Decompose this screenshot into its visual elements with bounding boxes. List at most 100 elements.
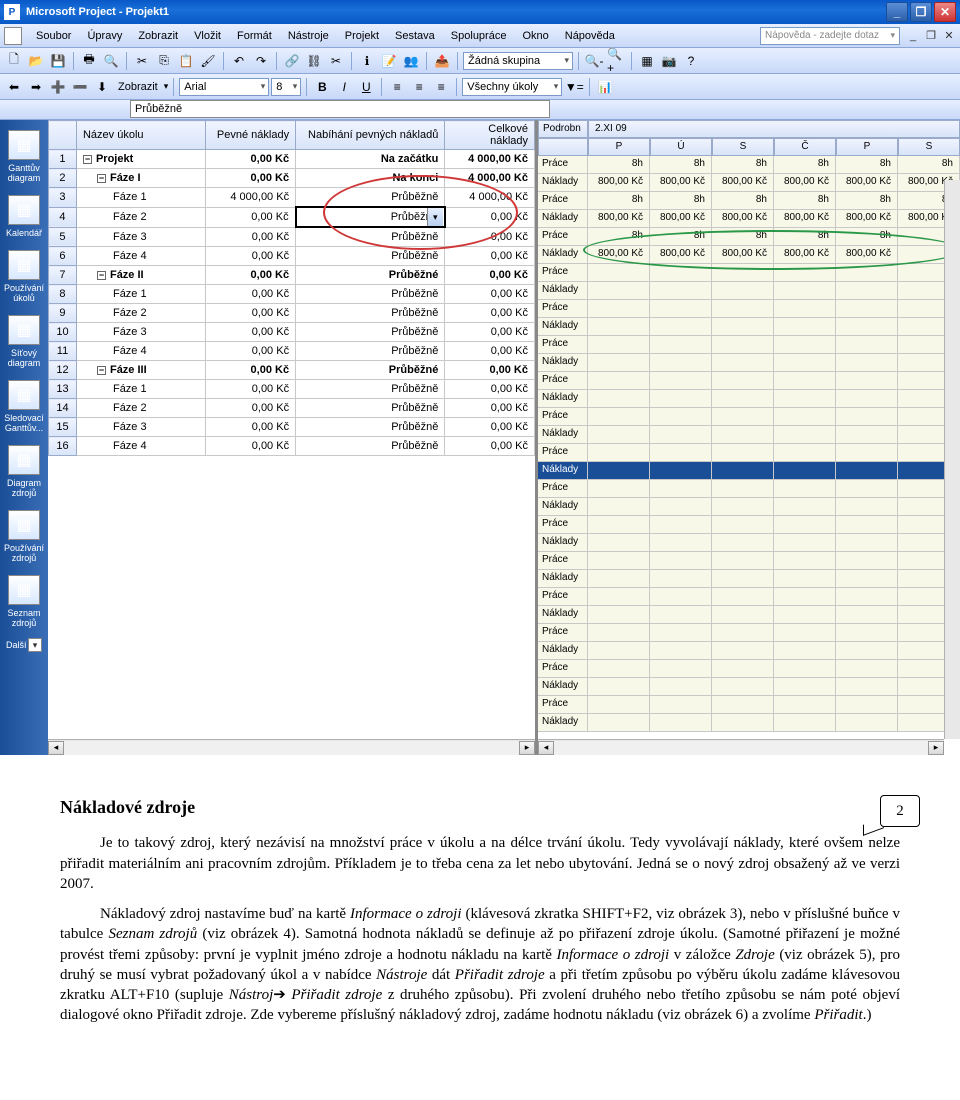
format-painter-icon[interactable]: 🖌 xyxy=(198,51,218,71)
viewbar-item-0[interactable]: ▦Ganttůvdiagram xyxy=(0,124,48,189)
hscroll-right[interactable]: ◂▸ xyxy=(538,739,944,755)
usage-row[interactable]: Práce xyxy=(538,624,960,642)
save-icon[interactable]: 💾 xyxy=(48,51,68,71)
italic-icon[interactable]: I xyxy=(334,77,354,97)
split-icon[interactable]: ✂ xyxy=(326,51,346,71)
usage-row[interactable]: Práce xyxy=(538,444,960,462)
menu-soubor[interactable]: Soubor xyxy=(28,27,79,45)
doc-restore-button[interactable]: ❐ xyxy=(924,29,938,43)
usage-row[interactable]: Práce xyxy=(538,264,960,282)
usage-row[interactable]: Náklady xyxy=(538,282,960,300)
maximize-button[interactable]: ❐ xyxy=(910,2,932,22)
task-row[interactable]: 15Fáze 30,00 KčPrůběžně0,00 Kč xyxy=(49,418,535,437)
usage-row[interactable]: Práce xyxy=(538,300,960,318)
usage-row[interactable]: Náklady xyxy=(538,714,960,732)
hscroll-left[interactable]: ◂▸ xyxy=(48,739,535,755)
wbs-icon[interactable]: 📊 xyxy=(595,77,615,97)
usage-row[interactable]: Náklady xyxy=(538,534,960,552)
usage-row[interactable]: Práce8h8h8h8h8h8h xyxy=(538,192,960,210)
task-row[interactable]: 7−Fáze II0,00 KčPrůběžné0,00 Kč xyxy=(49,266,535,285)
menu-zobrazit[interactable]: Zobrazit xyxy=(130,27,186,45)
show-sub-icon[interactable]: ➕ xyxy=(48,77,68,97)
group-combo[interactable]: Žádná skupina xyxy=(463,52,573,70)
task-row[interactable]: 4Fáze 20,00 KčPrůběžně▾0,00 Kč xyxy=(49,207,535,227)
goto-icon[interactable]: ▦ xyxy=(637,51,657,71)
menu-okno[interactable]: Okno xyxy=(514,27,556,45)
print-icon[interactable]: 🖶 xyxy=(79,51,99,71)
task-row[interactable]: 8Fáze 10,00 KčPrůběžně0,00 Kč xyxy=(49,285,535,304)
outdent-icon[interactable]: ⬅ xyxy=(4,77,24,97)
usage-row[interactable]: Práce xyxy=(538,696,960,714)
task-col-header[interactable]: Celkové náklady xyxy=(445,121,535,150)
menu-nástroje[interactable]: Nástroje xyxy=(280,27,337,45)
viewbar-item-4[interactable]: ▦Sledovací Ganttův... xyxy=(0,374,48,439)
help-search[interactable]: Nápověda - zadejte dotaz ▾ xyxy=(760,27,900,45)
menu-formát[interactable]: Formát xyxy=(229,27,280,45)
usage-row[interactable]: Práce xyxy=(538,588,960,606)
cell-editor[interactable]: Průběžně xyxy=(130,100,550,118)
menu-sestava[interactable]: Sestava xyxy=(387,27,443,45)
usage-row[interactable]: Náklady xyxy=(538,642,960,660)
new-icon[interactable]: 🗋 xyxy=(4,51,24,71)
usage-row[interactable]: Náklady xyxy=(538,570,960,588)
hide-assign-icon[interactable]: ⬇ xyxy=(92,77,112,97)
task-row[interactable]: 1−Projekt0,00 KčNa začátku4 000,00 Kč xyxy=(49,150,535,169)
link-icon[interactable]: 🔗 xyxy=(282,51,302,71)
task-row[interactable]: 2−Fáze I0,00 KčNa konci4 000,00 Kč xyxy=(49,169,535,188)
usage-row[interactable]: Práce xyxy=(538,336,960,354)
preview-icon[interactable]: 🔍 xyxy=(101,51,121,71)
autofilter-icon[interactable]: ▼= xyxy=(564,77,584,97)
task-row[interactable]: 13Fáze 10,00 KčPrůběžně0,00 Kč xyxy=(49,380,535,399)
task-row[interactable]: 10Fáze 30,00 KčPrůběžně0,00 Kč xyxy=(49,323,535,342)
task-row[interactable]: 14Fáze 20,00 KčPrůběžně0,00 Kč xyxy=(49,399,535,418)
help-icon[interactable]: ? xyxy=(681,51,701,71)
usage-row[interactable]: Náklady800,00 Kč800,00 Kč800,00 Kč800,00… xyxy=(538,174,960,192)
usage-row[interactable]: Práce xyxy=(538,660,960,678)
usage-row[interactable]: Práce8h8h8h8h8h xyxy=(538,228,960,246)
viewbar-item-2[interactable]: ▦Používání úkolů xyxy=(0,244,48,309)
close-button[interactable]: ✕ xyxy=(934,2,956,22)
usage-row[interactable]: Práce xyxy=(538,408,960,426)
usage-row[interactable]: Práce xyxy=(538,552,960,570)
vscroll-right[interactable] xyxy=(944,180,960,739)
task-row[interactable]: 11Fáze 40,00 KčPrůběžně0,00 Kč xyxy=(49,342,535,361)
align-center-icon[interactable]: ≡ xyxy=(409,77,429,97)
info-icon[interactable]: ℹ xyxy=(357,51,377,71)
align-right-icon[interactable]: ≡ xyxy=(431,77,451,97)
align-left-icon[interactable]: ≡ xyxy=(387,77,407,97)
note-icon[interactable]: 📝 xyxy=(379,51,399,71)
underline-icon[interactable]: U xyxy=(356,77,376,97)
usage-row[interactable]: Práce xyxy=(538,480,960,498)
task-row[interactable]: 16Fáze 40,00 KčPrůběžně0,00 Kč xyxy=(49,437,535,456)
menu-projekt[interactable]: Projekt xyxy=(337,27,387,45)
indent-icon[interactable]: ➡ xyxy=(26,77,46,97)
usage-row[interactable]: Náklady xyxy=(538,498,960,516)
redo-icon[interactable]: ↷ xyxy=(251,51,271,71)
open-icon[interactable]: 📂 xyxy=(26,51,46,71)
viewbar-item-3[interactable]: ▦Síťový diagram xyxy=(0,309,48,374)
unlink-icon[interactable]: ⛓ xyxy=(304,51,324,71)
task-col-header[interactable]: Pevné náklady xyxy=(206,121,296,150)
copy-icon[interactable]: ⎘ xyxy=(154,51,174,71)
viewbar-item-1[interactable]: ▦Kalendář xyxy=(0,189,48,244)
task-row[interactable]: 3Fáze 14 000,00 KčPrůběžně4 000,00 Kč xyxy=(49,188,535,208)
hide-sub-icon[interactable]: ➖ xyxy=(70,77,90,97)
assign-icon[interactable]: 👥 xyxy=(401,51,421,71)
usage-row[interactable]: Náklady xyxy=(538,462,960,480)
task-row[interactable]: 6Fáze 40,00 KčPrůběžně0,00 Kč xyxy=(49,247,535,266)
copy-pic-icon[interactable]: 📷 xyxy=(659,51,679,71)
zoom-out-icon[interactable]: 🔍- xyxy=(584,51,604,71)
task-row[interactable]: 9Fáze 20,00 KčPrůběžně0,00 Kč xyxy=(49,304,535,323)
usage-row[interactable]: Náklady xyxy=(538,426,960,444)
task-col-header[interactable]: Název úkolu xyxy=(76,121,205,150)
task-row[interactable]: 12−Fáze III0,00 KčPrůběžné0,00 Kč xyxy=(49,361,535,380)
task-row[interactable]: 5Fáze 30,00 KčPrůběžně0,00 Kč xyxy=(49,227,535,247)
filter-combo[interactable]: Všechny úkoly xyxy=(462,78,562,96)
viewbar-item-6[interactable]: ▦Používání zdrojů xyxy=(0,504,48,569)
menu-nápověda[interactable]: Nápověda xyxy=(557,27,623,45)
doc-min-button[interactable]: _ xyxy=(906,29,920,43)
usage-row[interactable]: Náklady xyxy=(538,390,960,408)
font-combo[interactable]: Arial xyxy=(179,78,269,96)
menu-vložit[interactable]: Vložit xyxy=(186,27,229,45)
usage-row[interactable]: Náklady xyxy=(538,318,960,336)
